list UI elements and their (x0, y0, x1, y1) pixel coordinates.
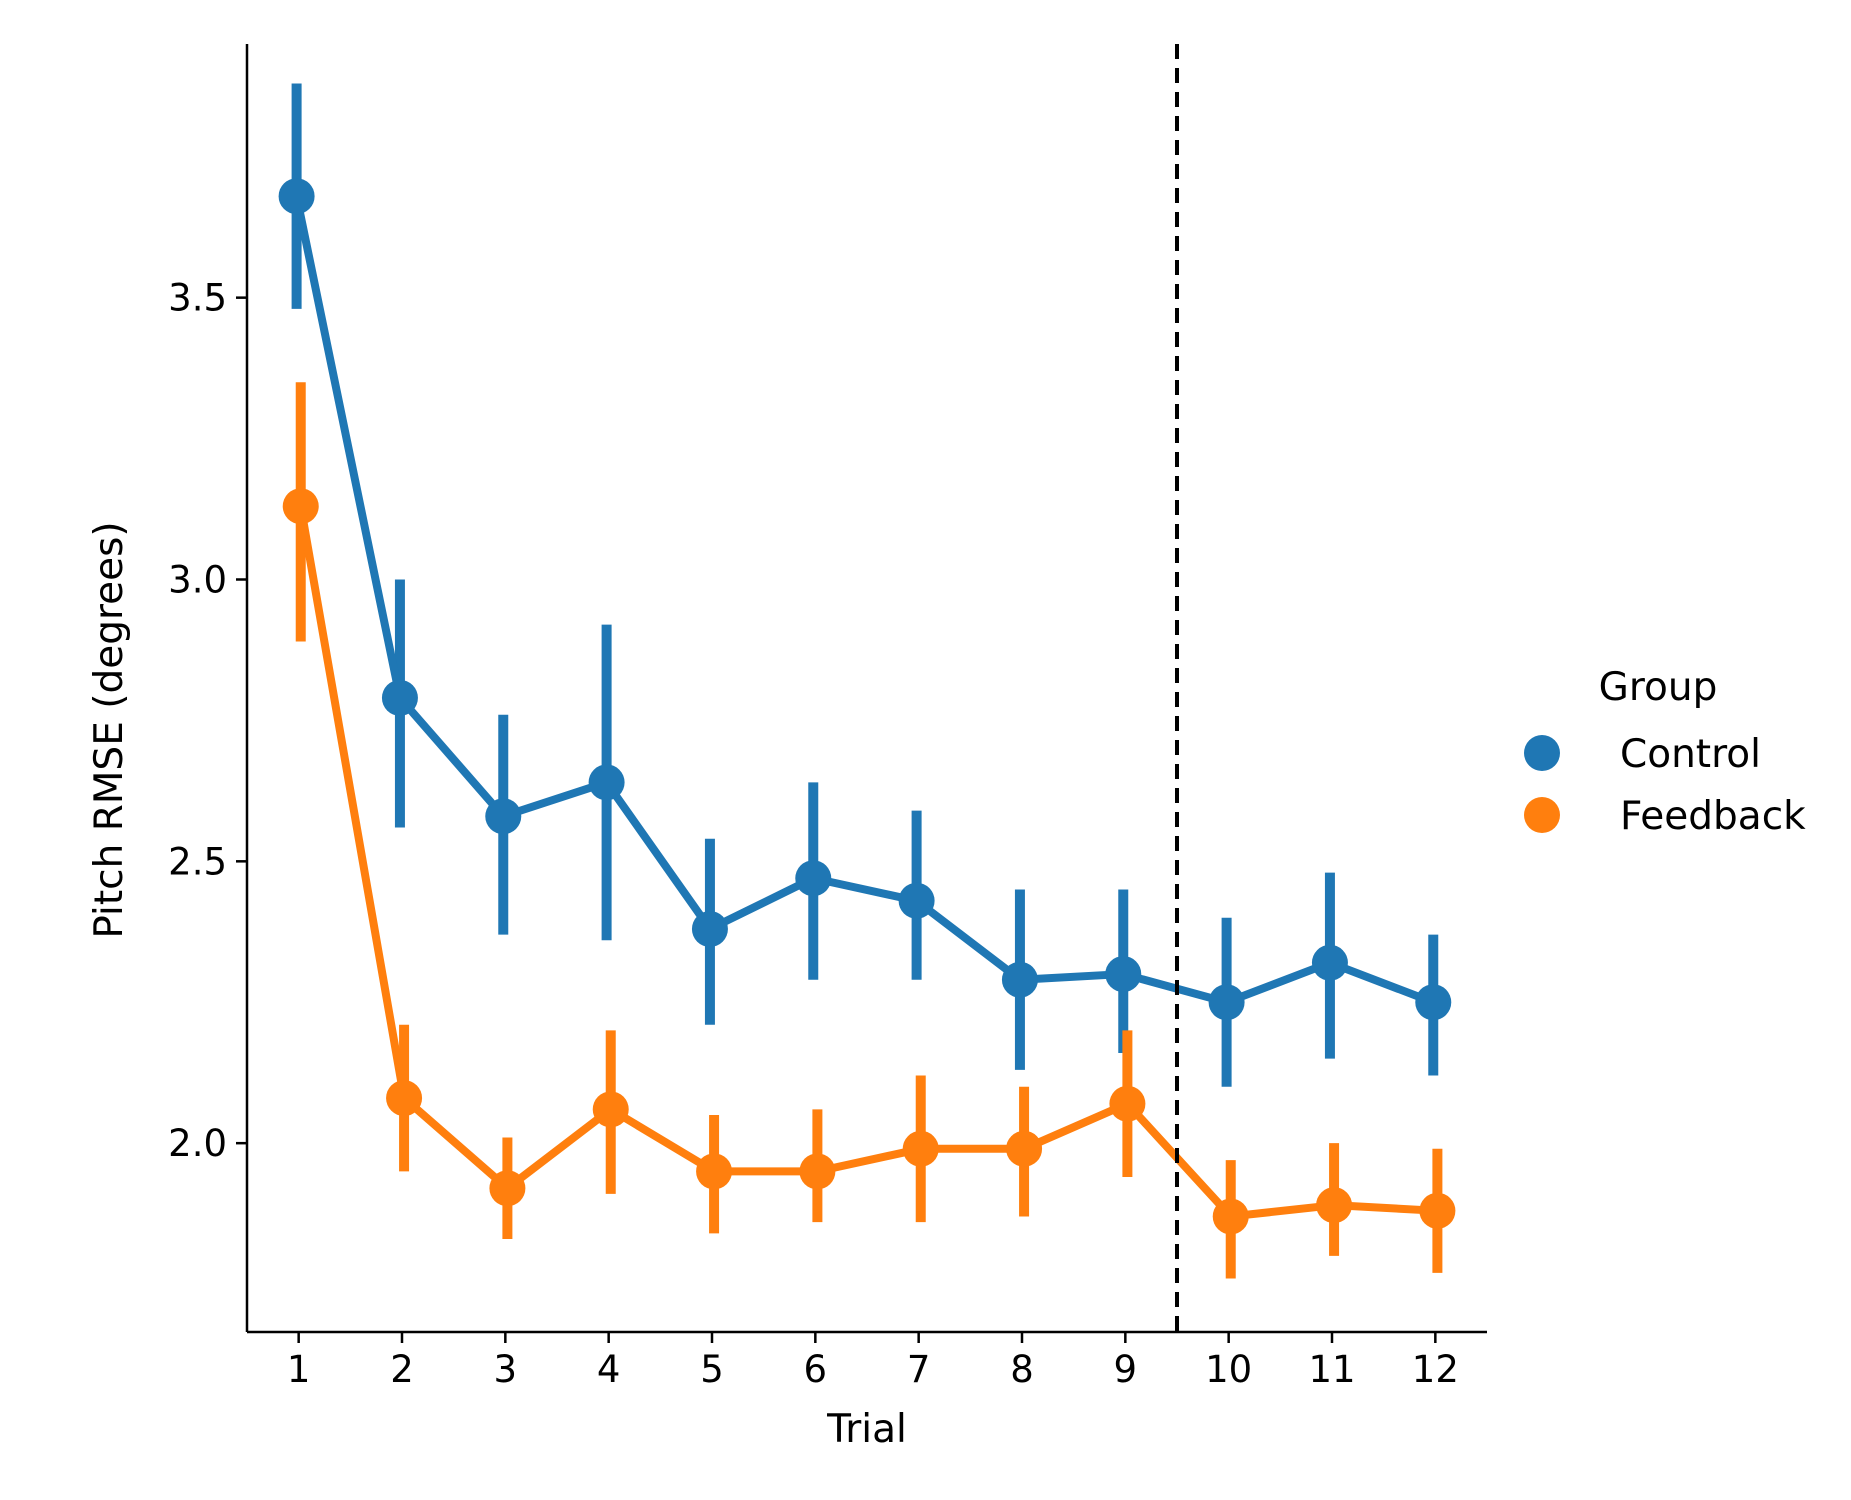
legend-items: Control Feedback (1524, 732, 1806, 839)
data-point (1208, 984, 1245, 1021)
data-point (799, 1153, 836, 1190)
data-point (1311, 944, 1348, 981)
data-point (1001, 961, 1038, 998)
legend: Group Control Feedback (1524, 665, 1806, 839)
axes: 1 2 3 4 5 6 7 8 9 10 11 12 2.02.53.03.5 Trial Pitch… (87, 44, 1487, 1452)
data-point (1316, 1187, 1353, 1224)
data-point (381, 679, 418, 716)
x-tick-label: 3 (494, 1348, 518, 1391)
x-tick-label: 11 (1308, 1348, 1355, 1391)
y-axis-label: Pitch RMSE (degrees) (87, 521, 132, 938)
data-point (795, 860, 832, 897)
x-ticks: 1 2 3 4 5 6 7 8 9 10 11 12 (287, 1332, 1459, 1391)
legend-label-feedback: Feedback (1620, 794, 1806, 839)
series-line (296, 502, 1442, 1221)
legend-title: Group (1599, 665, 1718, 710)
legend-marker-feedback (1524, 797, 1560, 833)
x-tick-label: 4 (597, 1348, 621, 1391)
data-point (592, 1091, 629, 1128)
data-point (1415, 984, 1452, 1021)
y-tick-label: 3.0 (168, 558, 227, 601)
legend-marker-control (1524, 735, 1560, 771)
x-tick-label: 7 (907, 1348, 931, 1391)
data-point (902, 1130, 939, 1167)
data-point (898, 882, 935, 919)
x-tick-label: 12 (1412, 1348, 1459, 1391)
series-feedback (282, 382, 1456, 1279)
data-point (278, 178, 315, 215)
data-point (1212, 1198, 1249, 1235)
data-point (588, 764, 625, 801)
data-point (1105, 956, 1142, 993)
x-tick-label: 8 (1010, 1348, 1034, 1391)
x-tick-label: 6 (804, 1348, 828, 1391)
data-point (386, 1080, 423, 1117)
x-tick-label: 1 (287, 1348, 311, 1391)
x-tick-label: 2 (390, 1348, 414, 1391)
x-tick-label: 5 (700, 1348, 724, 1391)
data-point (1109, 1085, 1146, 1122)
data-point (1419, 1192, 1456, 1229)
legend-label-control: Control (1620, 732, 1761, 777)
y-tick-label: 2.5 (168, 840, 227, 883)
x-axis-label: Trial (826, 1407, 907, 1452)
y-ticks: 2.0 2.5 3.0 3.5 (168, 277, 247, 1165)
data-point (691, 910, 728, 947)
data-point (1006, 1130, 1043, 1167)
data-point (282, 488, 319, 525)
y-tick-label: 3.5 (168, 277, 227, 320)
series-layer (278, 83, 1456, 1279)
data-point (485, 798, 522, 835)
data-point (696, 1153, 733, 1190)
series-control (278, 83, 1452, 1087)
series-line (292, 192, 1438, 1007)
x-tick-label: 10 (1205, 1348, 1252, 1391)
data-point (489, 1170, 526, 1207)
x-tick-label: 9 (1114, 1348, 1138, 1391)
y-tick-label: 2.0 (168, 1122, 227, 1165)
